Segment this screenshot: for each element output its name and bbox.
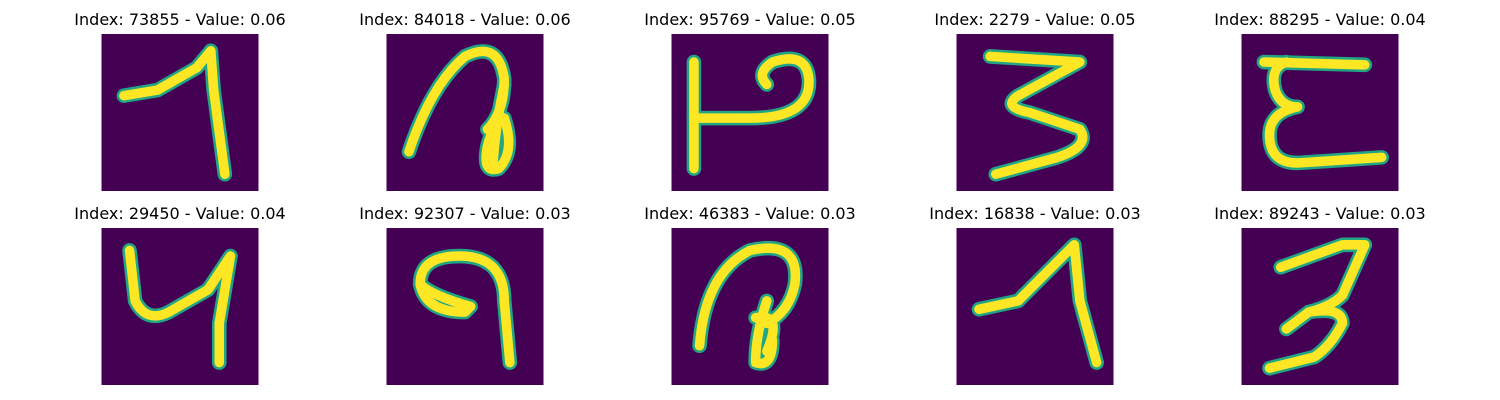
digit-image xyxy=(101,228,259,385)
image-panel-3: Index: 95769 - Value: 0.05 xyxy=(600,0,900,191)
panel-title: Index: 16838 - Value: 0.03 xyxy=(929,204,1141,223)
panel-title: Index: 92307 - Value: 0.03 xyxy=(359,204,571,223)
image-panel-5: Index: 88295 - Value: 0.04 xyxy=(1170,0,1470,191)
digit-image xyxy=(956,228,1114,385)
image-panel-9: Index: 16838 - Value: 0.03 xyxy=(885,194,1185,385)
digit-image xyxy=(1241,34,1399,191)
digit-image xyxy=(101,34,259,191)
digit-image xyxy=(671,228,829,385)
panel-title: Index: 2279 - Value: 0.05 xyxy=(934,10,1136,29)
panel-title: Index: 89243 - Value: 0.03 xyxy=(1214,204,1426,223)
image-panel-2: Index: 84018 - Value: 0.06 xyxy=(315,0,615,191)
panel-title: Index: 29450 - Value: 0.04 xyxy=(74,204,286,223)
digit-image xyxy=(386,34,544,191)
image-panel-10: Index: 89243 - Value: 0.03 xyxy=(1170,194,1470,385)
digit-image xyxy=(956,34,1114,191)
panel-title: Index: 95769 - Value: 0.05 xyxy=(644,10,856,29)
image-panel-1: Index: 73855 - Value: 0.06 xyxy=(30,0,330,191)
digit-image xyxy=(671,34,829,191)
image-panel-7: Index: 92307 - Value: 0.03 xyxy=(315,194,615,385)
digit-image xyxy=(386,228,544,385)
panel-title: Index: 84018 - Value: 0.06 xyxy=(359,10,571,29)
panel-title: Index: 73855 - Value: 0.06 xyxy=(74,10,286,29)
panel-title: Index: 46383 - Value: 0.03 xyxy=(644,204,856,223)
image-panel-4: Index: 2279 - Value: 0.05 xyxy=(885,0,1185,191)
image-panel-8: Index: 46383 - Value: 0.03 xyxy=(600,194,900,385)
image-panel-6: Index: 29450 - Value: 0.04 xyxy=(30,194,330,385)
digit-image xyxy=(1241,228,1399,385)
panel-title: Index: 88295 - Value: 0.04 xyxy=(1214,10,1426,29)
